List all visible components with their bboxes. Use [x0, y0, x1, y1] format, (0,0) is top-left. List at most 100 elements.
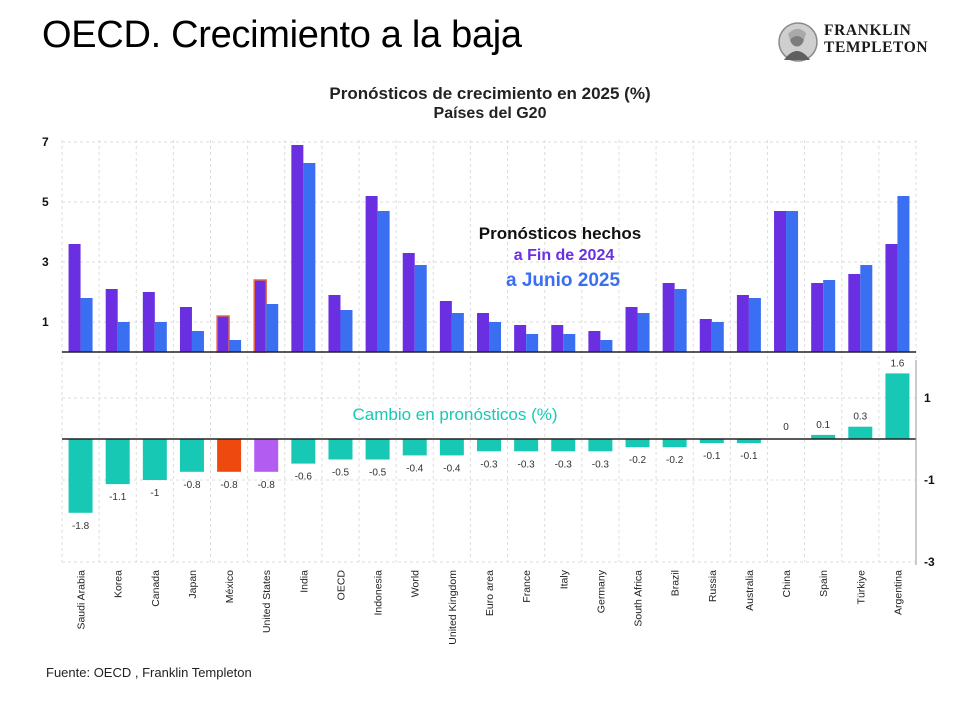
bar-june2025-japan [191, 331, 204, 352]
y-tick-lower: 1 [924, 391, 931, 405]
change-label-russia: -0.1 [703, 451, 721, 462]
legend-title: Pronósticos hechos [479, 224, 641, 243]
change-bar-france [514, 439, 539, 452]
bar-end2024-saudi-arabia [68, 244, 81, 352]
change-bar-united-states [254, 439, 279, 472]
bar-end2024-south-africa [625, 307, 638, 352]
bar-end2024-japan [179, 307, 192, 352]
legend-june2025: a Junio 2025 [506, 270, 620, 291]
source-note: Fuente: OECD , Franklin Templeton [46, 665, 252, 680]
category-label-china: China [781, 570, 793, 598]
y-tick-lower: -1 [924, 473, 935, 487]
bar-end2024-world [402, 253, 415, 352]
bar-end2024-italy [551, 325, 564, 352]
bar-end2024-france [514, 325, 527, 352]
bar-june2025-canada [154, 322, 167, 352]
bar-end2024-turkiye [848, 274, 861, 352]
change-bar-indonesia [365, 439, 390, 460]
change-bar-germany [588, 439, 613, 452]
y-tick-upper: 7 [42, 135, 49, 149]
change-bar-italy [551, 439, 576, 452]
y-tick-upper: 1 [42, 315, 49, 329]
bar-end2024-india [291, 145, 304, 352]
change-label-south-africa: -0.2 [629, 455, 647, 466]
category-label-australia: Australia [744, 570, 756, 611]
category-label-japan: Japan [187, 570, 199, 599]
change-label-china: 0 [783, 422, 789, 433]
bar-june2025-argentina [897, 196, 910, 352]
category-label-south-africa: South Africa [633, 570, 645, 627]
bar-end2024-germany [588, 331, 601, 352]
bar-june2025-saudi-arabia [80, 298, 93, 352]
change-panel-title: Cambio en pronósticos (%) [352, 405, 557, 424]
category-label-world: World [410, 570, 422, 597]
change-label-mexico: -0.8 [220, 480, 238, 491]
y-tick-lower: -3 [924, 555, 935, 569]
change-label-france: -0.3 [518, 459, 536, 470]
change-label-argentina: 1.6 [890, 358, 904, 369]
bar-june2025-korea [117, 322, 130, 352]
change-bar-spain [811, 434, 836, 439]
bar-end2024-canada [142, 292, 155, 352]
bar-end2024-united-states [253, 279, 267, 353]
category-label-argentina: Argentina [892, 570, 904, 615]
bar-june2025-germany [600, 340, 613, 352]
category-label-united-states: United States [261, 570, 273, 633]
bar-june2025-spain [823, 280, 836, 352]
change-label-brazil: -0.2 [666, 455, 684, 466]
bar-june2025-mexico [229, 340, 242, 352]
bar-june2025-world [414, 265, 427, 352]
bar-june2025-oecd [340, 310, 353, 352]
category-label-euro-area: Euro area [484, 570, 496, 616]
change-bar-oecd [328, 439, 353, 460]
category-label-united-kingdom: United Kingdom [447, 570, 459, 645]
change-bar-mexico [217, 439, 242, 472]
change-bar-australia [736, 439, 761, 444]
bar-june2025-china [786, 211, 799, 352]
bar-june2025-united-states [266, 304, 279, 352]
bar-june2025-france [526, 334, 539, 352]
change-label-korea: -1.1 [109, 492, 127, 503]
bar-june2025-russia [711, 322, 724, 352]
bar-june2025-turkiye [860, 265, 873, 352]
chart-subtitle: Países del G20 [433, 105, 547, 122]
slide-title: OECD. Crecimiento a la baja [42, 14, 522, 56]
category-label-turkiye: Türkiye [855, 570, 867, 605]
change-label-united-kingdom: -0.4 [443, 463, 461, 474]
change-label-australia: -0.1 [740, 451, 758, 462]
bar-end2024-korea [105, 289, 118, 352]
change-label-canada: -1 [150, 488, 159, 499]
change-bar-india [291, 439, 316, 464]
bar-end2024-oecd [328, 295, 341, 352]
change-label-indonesia: -0.5 [369, 468, 387, 479]
bar-june2025-australia [748, 298, 761, 352]
change-bar-world [402, 439, 427, 456]
bar-june2025-india [303, 163, 316, 352]
bar-end2024-indonesia [365, 196, 378, 352]
category-label-saudi-arabia: Saudi Arabia [76, 570, 88, 630]
change-bar-south-africa [625, 439, 650, 448]
bar-june2025-indonesia [377, 211, 390, 352]
change-label-euro-area: -0.3 [480, 459, 498, 470]
change-label-world: -0.4 [406, 463, 424, 474]
change-label-turkiye: 0.3 [853, 412, 867, 423]
bar-june2025-italy [563, 334, 576, 352]
bar-end2024-australia [736, 295, 749, 352]
bar-june2025-united-kingdom [451, 313, 464, 352]
brand-wordmark: FRANKLIN TEMPLETON [824, 22, 928, 56]
chart-title: Pronósticos de crecimiento en 2025 (%) [329, 84, 651, 103]
bar-june2025-south-africa [637, 313, 650, 352]
bar-june2025-euro-area [489, 322, 501, 352]
franklin-portrait-icon [778, 22, 818, 62]
change-label-spain: 0.1 [816, 420, 830, 431]
bar-june2025-brazil [674, 289, 687, 352]
bar-end2024-china [774, 211, 787, 352]
change-label-india: -0.6 [295, 472, 313, 483]
category-label-spain: Spain [818, 570, 830, 597]
category-label-italy: Italy [558, 569, 570, 589]
category-label-russia: Russia [707, 570, 719, 602]
change-label-japan: -0.8 [183, 480, 201, 491]
brand-line-2: TEMPLETON [824, 39, 929, 56]
category-label-mexico: México [224, 570, 236, 603]
